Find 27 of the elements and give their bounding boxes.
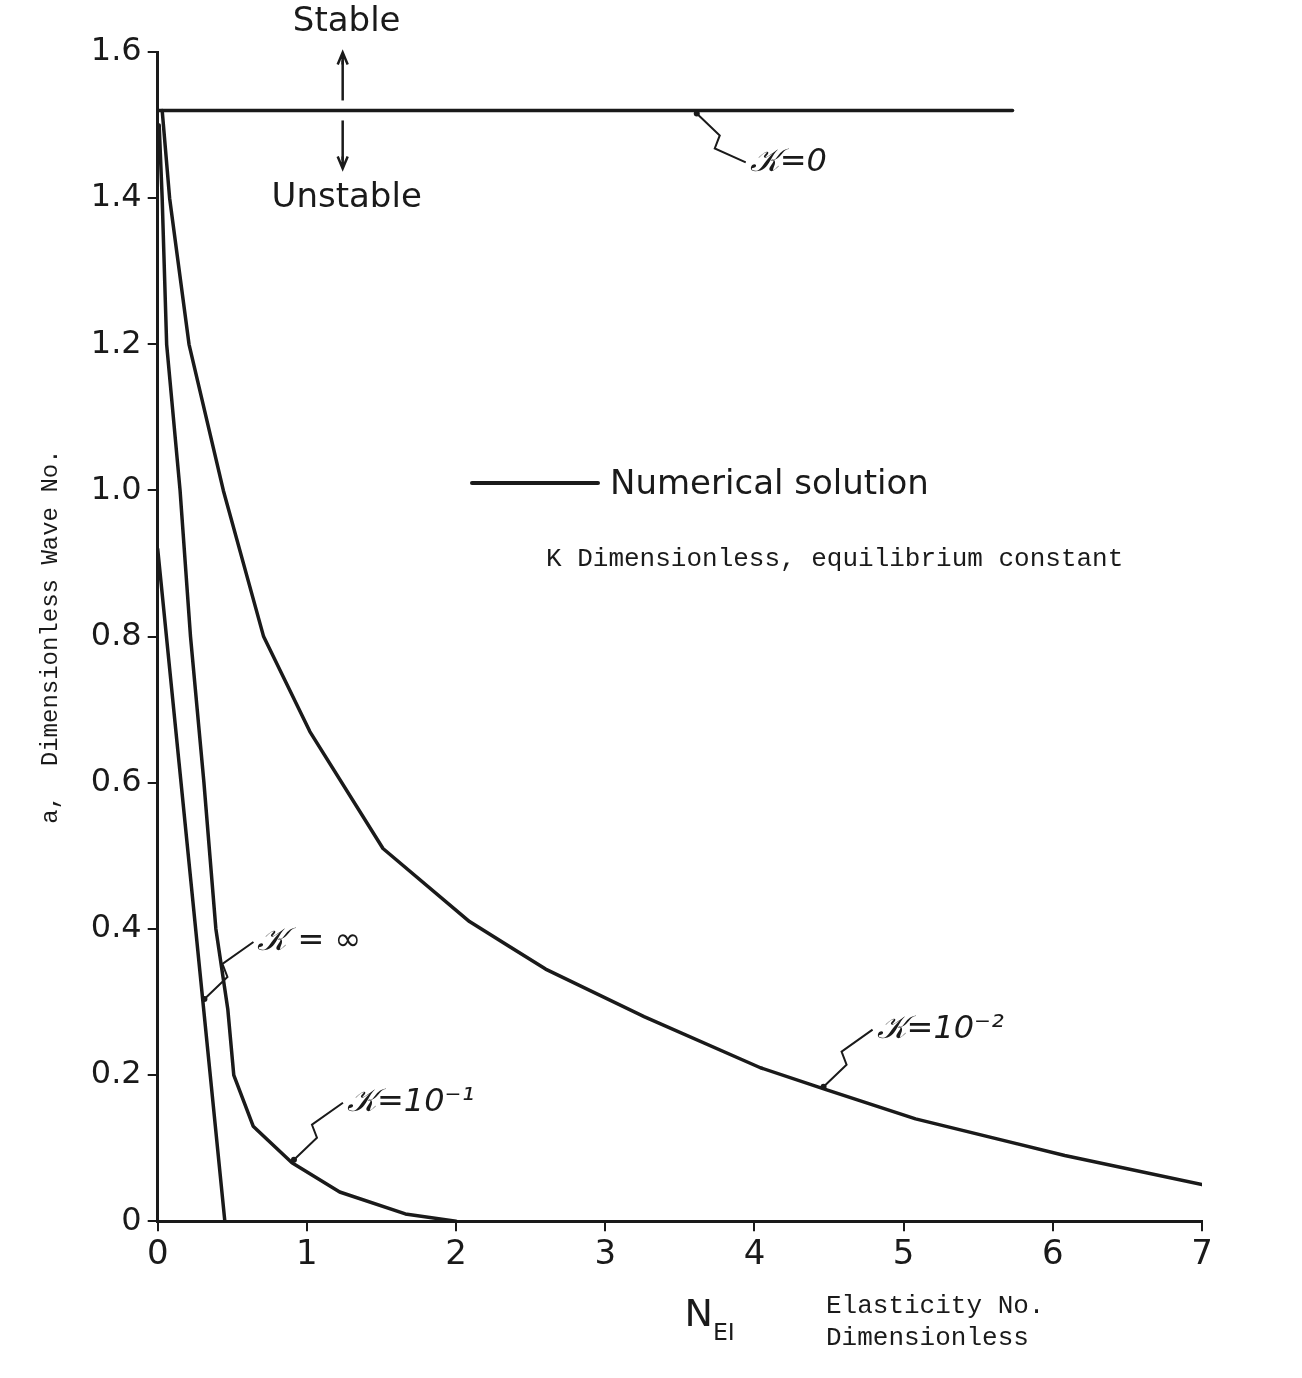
annotation: 𝒦=10⁻²	[876, 1007, 1004, 1046]
y-tick-label: 0.8	[90, 614, 142, 653]
annotation: 𝒦 = ∞	[257, 920, 362, 959]
y-tick-label: 0.6	[90, 761, 142, 800]
annotation: 𝒦=0	[749, 140, 827, 179]
y-tick-label: 1.4	[90, 176, 142, 215]
x-tick-label: 5	[892, 1232, 915, 1273]
x-tick-label: 3	[594, 1232, 617, 1273]
annotation: Unstable	[271, 175, 422, 216]
y-tick-label: 1.0	[90, 468, 142, 507]
y-tick-label: 1.6	[90, 30, 142, 69]
y-tick-label: 0.4	[90, 907, 142, 946]
x-tick-label: 6	[1041, 1232, 1064, 1273]
x-tick-label: 7	[1191, 1232, 1213, 1273]
x-tick-label: 0	[146, 1232, 169, 1273]
y-axis-title: a, Dimensionless Wave No.	[36, 449, 64, 824]
y-tick-label: 0	[121, 1199, 142, 1238]
annotation: Numerical solution	[610, 462, 929, 502]
x-tick-label: 4	[743, 1232, 766, 1273]
annotation: K Dimensionless, equilibrium constant	[546, 544, 1124, 574]
annotation: Stable	[292, 0, 401, 40]
text: Elasticity No. Dimensionless	[826, 1290, 1046, 1354]
y-tick-label: 0.2	[90, 1053, 142, 1092]
x-tick-label: 1	[296, 1232, 318, 1273]
y-tick-label: 1.2	[90, 322, 142, 361]
annotation: 𝒦=10⁻¹	[346, 1081, 475, 1120]
x-tick-label: 2	[445, 1232, 467, 1273]
